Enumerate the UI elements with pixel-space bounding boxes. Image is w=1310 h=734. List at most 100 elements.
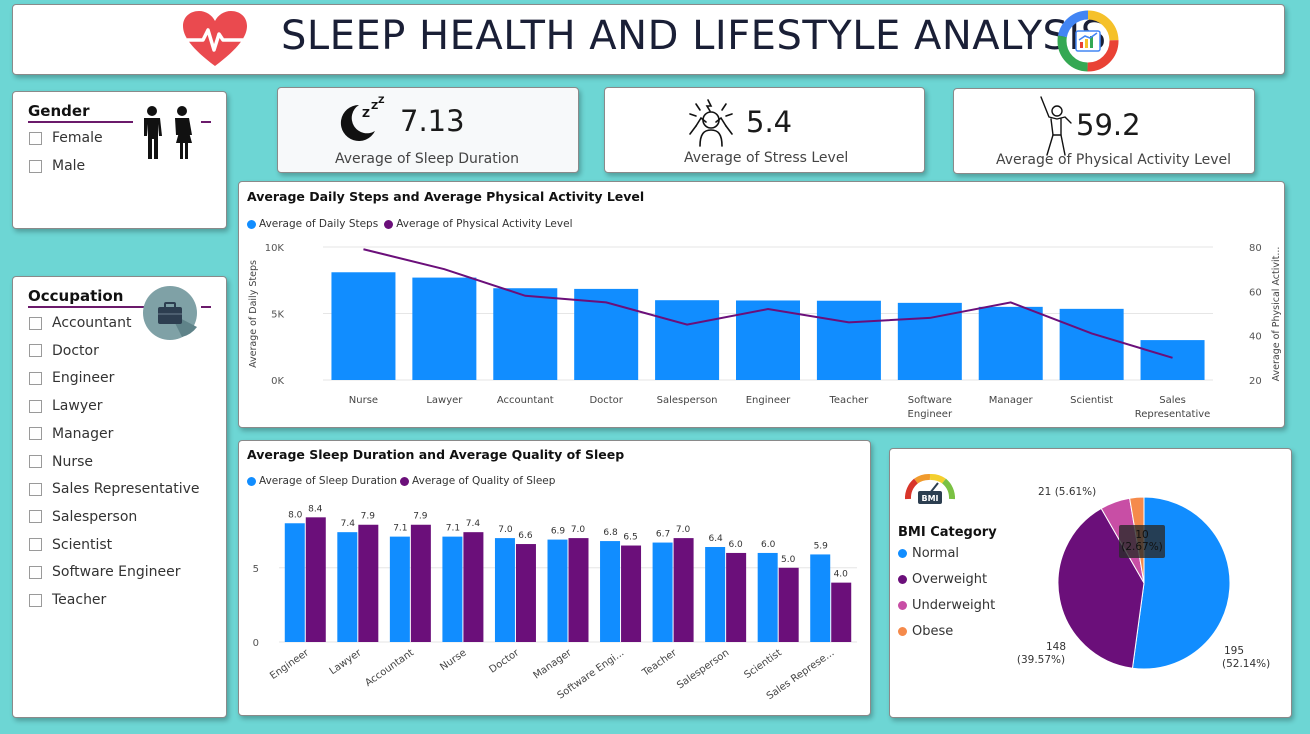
steps-activity-legend: Average of Daily Steps Average of Physic… bbox=[247, 218, 579, 230]
bmi-pie-chart: 195(52.14%) 148(39.57%) 21 (5.61%) 10(2.67%… bbox=[1017, 486, 1270, 670]
occupation-option[interactable]: Doctor bbox=[29, 343, 99, 359]
x-tick-label: Software bbox=[908, 395, 952, 406]
header-banner: SLEEP HEALTH AND LIFESTYLE ANALYSIS bbox=[12, 4, 1285, 75]
legend-dot-daily-steps bbox=[247, 219, 256, 229]
legend-dot-sleep-quality bbox=[400, 476, 410, 486]
kpi-physical-activity-label: Average of Physical Activity Level bbox=[996, 152, 1232, 168]
exercise-icon bbox=[1040, 96, 1072, 156]
sleep-duration-bar bbox=[284, 523, 305, 642]
daily-steps-bar bbox=[816, 300, 881, 380]
bmi-legend-label: Underweight bbox=[912, 598, 996, 613]
bmi-legend-dot bbox=[898, 601, 907, 610]
occupation-option[interactable]: Engineer bbox=[29, 370, 114, 386]
occupation-checkbox[interactable] bbox=[29, 538, 42, 552]
sleep-duration-bar bbox=[389, 536, 410, 642]
gender-option[interactable]: Male bbox=[29, 158, 85, 174]
sleep-quality-data-label: 6.6 bbox=[518, 531, 533, 541]
svg-text:Z: Z bbox=[362, 107, 370, 120]
pie-label-obese: 10 bbox=[1135, 529, 1148, 541]
occupation-option-label: Accountant bbox=[52, 315, 132, 331]
kpi-physical-activity-value: 59.2 bbox=[1076, 108, 1141, 142]
x-tick-label: Teacher bbox=[829, 395, 870, 406]
occupation-option[interactable]: Teacher bbox=[29, 592, 106, 608]
occupation-checkbox[interactable] bbox=[29, 565, 42, 579]
occupation-option[interactable]: Software Engineer bbox=[29, 564, 181, 580]
x-tick-label: Doctor bbox=[589, 395, 623, 406]
occupation-checkbox[interactable] bbox=[29, 399, 42, 413]
stress-icon bbox=[689, 99, 733, 147]
sleep-duration-bar bbox=[757, 552, 778, 642]
sleep-quality-bar bbox=[358, 524, 379, 642]
y2-tick-label: 60 bbox=[1249, 287, 1262, 298]
x-tick-label: Teacher bbox=[640, 647, 680, 679]
y-axis-title: Average of Daily Steps bbox=[248, 260, 259, 368]
sleep-quality-bar bbox=[463, 532, 484, 642]
bmi-legend-label: Normal bbox=[912, 546, 960, 561]
pie-tooltip-obese bbox=[1119, 525, 1165, 558]
x-tick-label: Lawyer bbox=[328, 647, 365, 677]
bmi-legend-item[interactable]: Underweight bbox=[898, 598, 995, 613]
occupation-option-label: Scientist bbox=[52, 536, 113, 553]
pie-label-normal-percent: (52.14%) bbox=[1222, 658, 1270, 670]
occupation-option-label: Doctor bbox=[52, 342, 99, 359]
heart-pulse-icon bbox=[183, 11, 247, 66]
sleep-duration-bar bbox=[705, 547, 726, 642]
occupation-checkbox[interactable] bbox=[29, 455, 42, 468]
gender-checkbox[interactable] bbox=[29, 159, 42, 173]
occupation-option[interactable]: Scientist bbox=[29, 537, 112, 553]
legend-sleep-quality-label: Average of Quality of Sleep bbox=[412, 475, 556, 487]
bmi-legend-label: Overweight bbox=[912, 572, 988, 587]
sleep-duration-data-label: 6.9 bbox=[551, 527, 566, 537]
occupation-checkbox[interactable] bbox=[29, 593, 42, 607]
sleep-duration-data-label: 7.0 bbox=[498, 525, 513, 535]
x-tick-label: Doctor bbox=[487, 647, 521, 676]
occupation-option[interactable]: Accountant bbox=[29, 315, 131, 331]
sleep-duration-bar bbox=[547, 539, 568, 642]
steps-activity-chart-title: Average Daily Steps and Average Physical… bbox=[247, 189, 645, 204]
occupation-checkbox[interactable] bbox=[29, 510, 42, 524]
gender-checkbox[interactable] bbox=[29, 131, 42, 145]
sleep-quality-data-label: 7.9 bbox=[361, 512, 376, 522]
occupation-checkbox[interactable] bbox=[29, 344, 42, 358]
daily-steps-bar bbox=[655, 300, 720, 380]
daily-steps-bar bbox=[331, 272, 396, 380]
legend-daily-steps: Average of Daily Steps bbox=[247, 218, 378, 230]
sleep-duration-data-label: 6.4 bbox=[708, 534, 723, 544]
y2-axis-title: Average of Physical Activit... bbox=[1271, 247, 1282, 382]
occupation-option[interactable]: Nurse bbox=[29, 454, 93, 470]
kpi-sleep-duration-label: Average of Sleep Duration bbox=[335, 151, 520, 167]
occupation-option-label: Sales Representative bbox=[52, 481, 200, 498]
x-tick-label: Manager bbox=[531, 647, 574, 682]
x-tick-label: Representative bbox=[1135, 409, 1211, 420]
occupation-option[interactable]: Sales Representative bbox=[29, 481, 200, 497]
occupation-checkbox[interactable] bbox=[29, 371, 42, 385]
gender-option-label: Female bbox=[52, 130, 103, 146]
pie-label-obese-percent: (2.67%) bbox=[1121, 541, 1163, 553]
bmi-legend-item[interactable]: Normal bbox=[898, 546, 959, 561]
occupation-checkbox[interactable] bbox=[29, 316, 42, 330]
sleep-duration-data-label: 7.1 bbox=[393, 524, 407, 534]
legend-sleep-duration-label: Average of Sleep Duration bbox=[259, 475, 398, 487]
bmi-legend-item[interactable]: Obese bbox=[898, 624, 953, 639]
y2-tick-label: 40 bbox=[1249, 332, 1262, 343]
occupation-option-label: Salesperson bbox=[52, 508, 138, 525]
gender-option[interactable]: Female bbox=[29, 130, 103, 146]
gender-slicer: Gender Female Male bbox=[12, 91, 227, 229]
x-tick-label: Scientist bbox=[742, 647, 784, 681]
gender-title-underline bbox=[28, 121, 133, 123]
sleep-duration-data-label: 5.9 bbox=[814, 541, 829, 551]
x-tick-label: Engineer bbox=[908, 409, 953, 420]
pie-slice-normal bbox=[1131, 496, 1231, 670]
bmi-legend-item[interactable]: Overweight bbox=[898, 572, 987, 587]
legend-daily-steps-label: Average of Daily Steps bbox=[259, 218, 379, 230]
occupation-option[interactable]: Manager bbox=[29, 426, 113, 442]
occupation-option-label: Software Engineer bbox=[52, 564, 181, 581]
occupation-option[interactable]: Lawyer bbox=[29, 398, 102, 414]
occupation-checkbox[interactable] bbox=[29, 427, 42, 441]
sleep-duration-bar bbox=[494, 538, 515, 642]
occupation-option[interactable]: Salesperson bbox=[29, 509, 137, 525]
occupation-checkbox[interactable] bbox=[29, 482, 42, 496]
sleep-duration-bar bbox=[337, 532, 358, 642]
y-tick-label: 5K bbox=[271, 310, 284, 321]
occupation-title-underline bbox=[28, 306, 146, 308]
